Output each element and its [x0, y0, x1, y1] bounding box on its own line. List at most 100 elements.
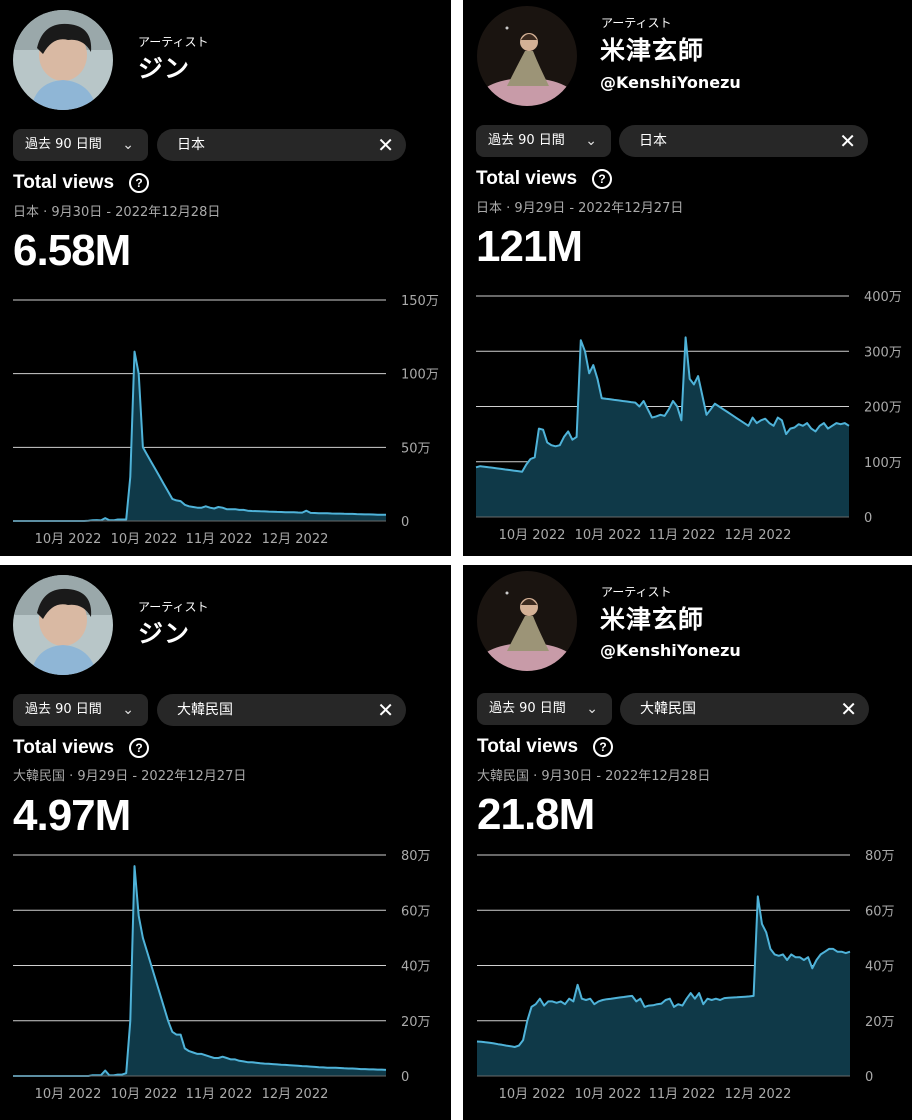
- avatar: [477, 571, 577, 671]
- views-area: [477, 896, 850, 1076]
- y-tick-label: 80万: [865, 849, 895, 864]
- artist-name: ジン: [138, 619, 191, 648]
- x-tick-label: 11月 2022: [649, 528, 716, 543]
- date-range: 大韓民国 · 9月29日 - 2022年12月27日: [13, 769, 247, 784]
- x-tick-label: 11月 2022: [649, 1087, 716, 1102]
- total-views-title: Total views: [13, 172, 115, 193]
- y-tick-label: 0: [401, 515, 409, 530]
- panel-jin-korea: アーティスト ジン 過去 90 日間 ⌄ 大韓民国 ✕ Total views …: [0, 565, 451, 1120]
- y-tick-label: 300万: [864, 345, 902, 360]
- artist-name: 米津玄師: [600, 605, 705, 634]
- country-filter[interactable]: 日本 ✕: [157, 129, 406, 161]
- date-range: 大韓民国 · 9月30日 - 2022年12月28日: [477, 769, 711, 784]
- avatar: [477, 6, 577, 106]
- total-value: 121M: [476, 222, 583, 271]
- views-chart: 0 20万 40万 60万 80万 10月 2022 10月 2022 11月 2022 12月…: [0, 843, 451, 1120]
- date-range: 日本 · 9月29日 - 2022年12月27日: [476, 201, 684, 216]
- country-filter[interactable]: 大韓民国 ✕: [620, 693, 869, 725]
- period-dropdown[interactable]: 過去 90 日間 ⌄: [477, 693, 612, 725]
- y-tick-label: 50万: [401, 441, 431, 456]
- x-tick-label: 12月 2022: [262, 1087, 329, 1102]
- x-tick-label: 10月 2022: [499, 1087, 566, 1102]
- y-tick-label: 100万: [401, 368, 439, 383]
- period-dropdown[interactable]: 過去 90 日間 ⌄: [13, 129, 148, 161]
- y-tick-label: 0: [865, 1070, 873, 1085]
- artist-name: 米津玄師: [600, 36, 705, 65]
- views-chart: 0 100万 200万 300万 400万 10月 2022 10月 2022 11月 202…: [463, 284, 912, 556]
- views-line: [475, 336, 850, 473]
- y-tick-label: 100万: [864, 456, 902, 471]
- y-tick-label: 200万: [864, 401, 902, 416]
- y-tick-label: 80万: [401, 849, 431, 864]
- country-filter[interactable]: 大韓民国 ✕: [157, 694, 406, 726]
- chevron-down-icon: ⌄: [585, 133, 597, 149]
- artist-role: アーティスト: [138, 600, 209, 614]
- period-label: 過去 90 日間: [25, 137, 102, 152]
- y-tick-label: 0: [864, 511, 872, 526]
- artist-handle: @KenshiYonezu: [600, 73, 741, 92]
- panel-yonezu-korea: アーティスト 米津玄師 @KenshiYonezu 過去 90 日間 ⌄ 大韓民…: [463, 565, 912, 1120]
- x-tick-label: 12月 2022: [725, 528, 792, 543]
- y-tick-label: 400万: [864, 290, 902, 305]
- panel-jin-japan: アーティスト ジン 過去 90 日間 ⌄ 日本 ✕ Total views ? …: [0, 0, 451, 556]
- close-icon[interactable]: ✕: [840, 697, 857, 721]
- y-tick-label: 40万: [865, 960, 895, 975]
- date-range: 日本 · 9月30日 - 2022年12月28日: [13, 205, 221, 220]
- panel-yonezu-japan: アーティスト 米津玄師 @KenshiYonezu 過去 90 日間 ⌄ 日本 …: [463, 0, 912, 556]
- period-label: 過去 90 日間: [488, 133, 565, 148]
- help-icon[interactable]: ?: [129, 738, 149, 758]
- views-area: [13, 866, 386, 1076]
- period-label: 過去 90 日間: [489, 701, 566, 716]
- help-icon[interactable]: ?: [592, 169, 612, 189]
- views-line: [13, 865, 387, 1077]
- period-dropdown[interactable]: 過去 90 日間 ⌄: [13, 694, 148, 726]
- total-views-title: Total views: [13, 737, 115, 758]
- x-tick-label: 10月 2022: [35, 1087, 102, 1102]
- country-label: 日本: [639, 133, 667, 149]
- total-views-title: Total views: [477, 736, 579, 757]
- views-chart: 0 20万 40万 60万 80万 10月 2022 10月 2022 11月 2022 12月…: [463, 843, 912, 1120]
- country-label: 大韓民国: [177, 702, 233, 718]
- chevron-down-icon: ⌄: [586, 701, 598, 717]
- x-tick-label: 10月 2022: [111, 1087, 178, 1102]
- y-tick-label: 0: [401, 1070, 409, 1085]
- total-views-title: Total views: [476, 168, 578, 189]
- y-tick-label: 40万: [401, 960, 431, 975]
- artist-handle: @KenshiYonezu: [600, 641, 741, 660]
- close-icon[interactable]: ✕: [377, 133, 394, 157]
- views-area: [476, 337, 849, 517]
- views-chart: 0 50万 100万 150万 10月 2022 10月 2022 11月 2022 12月 …: [0, 288, 451, 556]
- avatar: [13, 10, 113, 110]
- country-label: 日本: [177, 137, 205, 153]
- artist-role: アーティスト: [138, 35, 209, 49]
- artist-role: アーティスト: [601, 585, 672, 599]
- total-value: 21.8M: [477, 790, 595, 839]
- chevron-down-icon: ⌄: [122, 137, 134, 153]
- x-tick-label: 10月 2022: [499, 528, 566, 543]
- x-tick-label: 11月 2022: [186, 1087, 253, 1102]
- period-label: 過去 90 日間: [25, 702, 102, 717]
- views-area: [13, 351, 386, 521]
- close-icon[interactable]: ✕: [377, 698, 394, 722]
- chevron-down-icon: ⌄: [122, 702, 134, 718]
- close-icon[interactable]: ✕: [839, 129, 856, 153]
- views-line: [13, 350, 387, 522]
- country-filter[interactable]: 日本 ✕: [619, 125, 868, 157]
- period-dropdown[interactable]: 過去 90 日間 ⌄: [476, 125, 611, 157]
- total-value: 4.97M: [13, 791, 131, 840]
- x-tick-label: 11月 2022: [186, 532, 253, 547]
- y-tick-label: 20万: [865, 1015, 895, 1030]
- artist-name: ジン: [138, 54, 191, 83]
- x-tick-label: 12月 2022: [725, 1087, 792, 1102]
- country-label: 大韓民国: [640, 701, 696, 717]
- y-tick-label: 60万: [401, 904, 431, 919]
- total-value: 6.58M: [13, 226, 131, 275]
- views-line: [476, 895, 851, 1048]
- artist-role: アーティスト: [601, 16, 672, 30]
- x-tick-label: 10月 2022: [111, 532, 178, 547]
- x-tick-label: 10月 2022: [35, 532, 102, 547]
- help-icon[interactable]: ?: [593, 737, 613, 757]
- help-icon[interactable]: ?: [129, 173, 149, 193]
- avatar: [13, 575, 113, 675]
- y-tick-label: 150万: [401, 294, 439, 309]
